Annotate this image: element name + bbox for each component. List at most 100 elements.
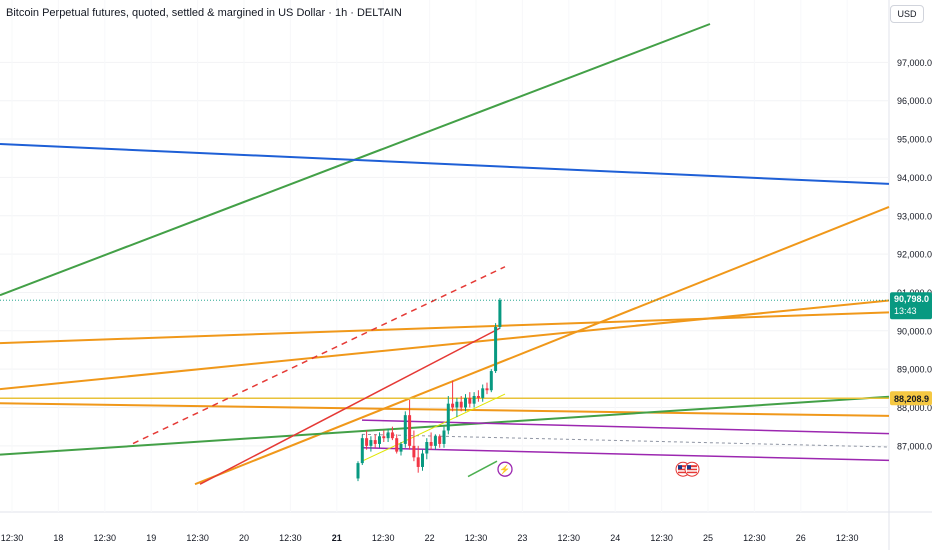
last-price-tag: [890, 292, 932, 320]
candle-body: [386, 432, 390, 439]
level-value: 88,208.9: [894, 394, 929, 404]
candle-body: [369, 440, 373, 446]
candle-body: [360, 438, 364, 464]
candle: [369, 436, 373, 452]
candle-body: [455, 401, 459, 408]
candle-body: [442, 430, 446, 444]
y-tick-label: 89,000.0: [897, 365, 932, 375]
candle: [356, 461, 360, 482]
candle-body: [395, 438, 399, 452]
candle: [378, 432, 381, 448]
y-tick-label: 97,000.0: [897, 58, 932, 68]
candle: [360, 434, 364, 466]
bar-countdown: 13:43: [894, 306, 917, 316]
candle: [395, 434, 399, 454]
candle: [416, 445, 420, 473]
candle-body: [408, 415, 412, 446]
trendline-10[interactable]: [361, 419, 890, 435]
candle: [476, 390, 480, 402]
candle-body: [489, 371, 493, 391]
trendlines[interactable]: [0, 23, 890, 486]
y-tick-label: 87,000.0: [897, 441, 932, 451]
candle: [498, 298, 502, 329]
trendline-13[interactable]: [361, 393, 506, 462]
trendline-14[interactable]: [467, 460, 498, 478]
trendline-3[interactable]: [0, 299, 890, 391]
candle: [468, 392, 472, 408]
x-tick-label: 12:30: [1, 533, 24, 543]
candle: [390, 426, 394, 441]
svg-text:⚡: ⚡: [499, 464, 510, 476]
candle: [438, 434, 442, 448]
candle: [386, 428, 390, 443]
x-tick-label: 25: [703, 533, 713, 543]
y-tick-label: 95,000.0: [897, 135, 932, 145]
trendline-5[interactable]: [0, 402, 890, 417]
candle: [472, 392, 476, 408]
candle-body: [429, 442, 433, 446]
candle: [489, 369, 493, 393]
candle: [485, 382, 489, 395]
x-tick-label: 12:30: [558, 533, 581, 543]
x-tick-label: 12:30: [465, 533, 488, 543]
x-tick-label: 23: [517, 533, 527, 543]
candle: [412, 430, 416, 462]
x-tick-label: 12:30: [836, 533, 859, 543]
y-tick-label: 93,000.0: [897, 211, 932, 221]
candle-body: [425, 442, 429, 454]
candle-body: [446, 403, 450, 431]
candle-body: [464, 397, 467, 408]
trendline-12[interactable]: [361, 433, 890, 448]
candle-body: [451, 403, 455, 408]
candle-body: [365, 438, 369, 446]
candle-body: [481, 388, 485, 398]
time-axis[interactable]: 12:30 18 12:30 19 12:30 20 12:30 21 12:30 22 12:30…: [1, 533, 859, 543]
x-tick-label: 12:30: [372, 533, 395, 543]
x-tick-label: 18: [53, 533, 63, 543]
trendline-6[interactable]: [0, 395, 890, 456]
candle: [373, 434, 377, 448]
candle: [451, 380, 455, 412]
candle-body: [485, 388, 489, 391]
trendline-2[interactable]: [194, 206, 890, 486]
candle-body: [356, 463, 360, 479]
trendline-1[interactable]: [0, 143, 890, 185]
x-tick-label: 21: [332, 533, 342, 543]
candle-body: [459, 401, 463, 408]
x-tick-label: 12:30: [743, 533, 766, 543]
chart-title: Bitcoin Perpetual futures, quoted, settl…: [6, 7, 402, 19]
trendline-4[interactable]: [0, 311, 890, 345]
candle-body: [373, 440, 377, 444]
y-tick-label: 88,000.0: [897, 403, 932, 413]
candlesticks: [356, 298, 502, 482]
candle-body: [438, 436, 442, 444]
x-tick-label: 26: [796, 533, 806, 543]
us-flag-marker-icon-2[interactable]: [684, 461, 700, 477]
event-markers[interactable]: ⚡: [497, 461, 700, 477]
candle-body: [382, 436, 386, 439]
x-tick-label: 24: [610, 533, 620, 543]
last-price-value: 90,798.0: [894, 294, 929, 304]
x-tick-label: 12:30: [279, 533, 302, 543]
candle: [455, 397, 459, 418]
candle: [403, 411, 407, 448]
candle-body: [390, 432, 394, 439]
candle-body: [498, 300, 502, 327]
candle: [446, 395, 450, 435]
candle: [421, 449, 424, 471]
currency-button[interactable]: USD: [890, 5, 924, 23]
trendline-11[interactable]: [361, 447, 890, 462]
x-tick-label: 22: [425, 533, 435, 543]
candle-body: [399, 443, 403, 452]
candle: [429, 432, 433, 450]
y-tick-label: 92,000.0: [897, 250, 932, 260]
trendline-9[interactable]: [132, 266, 506, 445]
candle-body: [421, 453, 424, 467]
level-tag: [890, 391, 932, 406]
lightning-marker-icon[interactable]: ⚡: [497, 461, 513, 477]
trendline-8[interactable]: [199, 327, 501, 485]
candle: [464, 394, 467, 412]
candle-body: [494, 326, 498, 372]
